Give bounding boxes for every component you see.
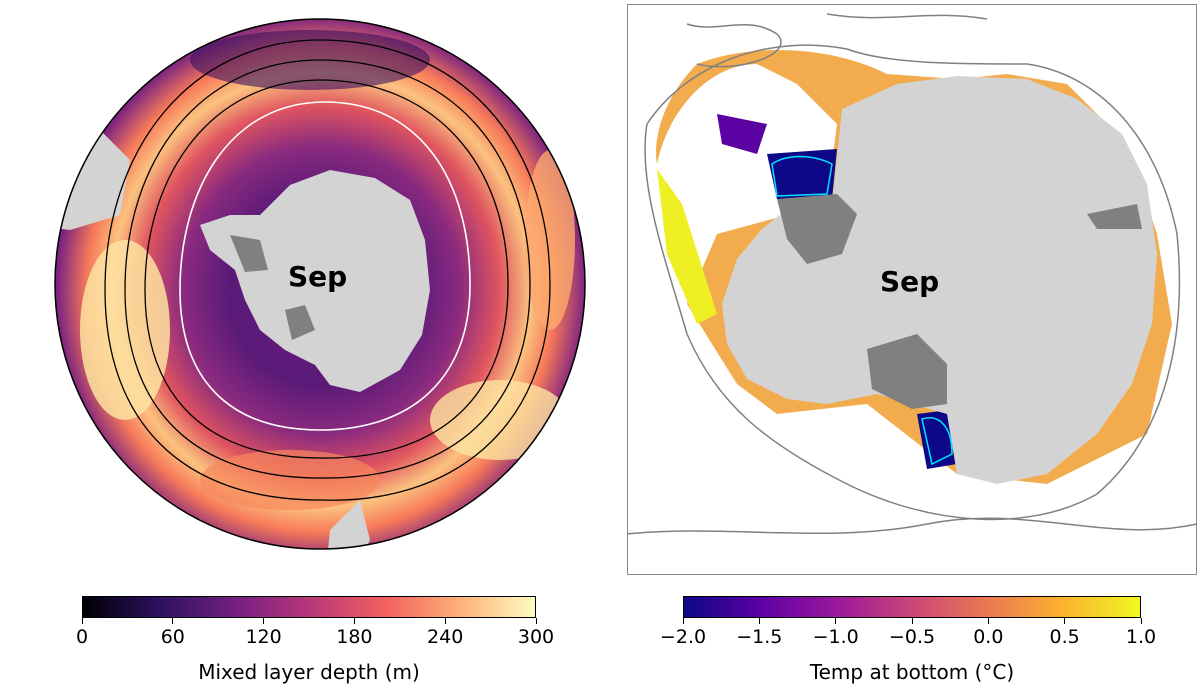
colorbar-tick <box>758 618 760 624</box>
colorbar-tick <box>987 618 989 624</box>
mld-colorbar <box>82 596 536 618</box>
isobath-contour <box>686 23 782 68</box>
colorbar-tick <box>835 618 837 624</box>
ice-shelf <box>867 334 947 409</box>
mixed-layer-depth-map <box>54 18 586 550</box>
ice-shelf <box>285 305 315 340</box>
mld-colorbar-title: Mixed layer depth (m) <box>198 660 420 684</box>
bottom-temp-colorbar <box>683 596 1141 618</box>
ice-shelf <box>777 194 857 264</box>
deep-mixed-layer-patch <box>200 450 380 510</box>
cold-bottom-water <box>917 409 957 469</box>
colorbar-tick-label: 60 <box>160 626 185 648</box>
colorbar-tick-label: 120 <box>245 626 282 648</box>
colorbar-tick-label: 180 <box>336 626 373 648</box>
colorbar-tick-label: −1.0 <box>812 626 859 648</box>
colorbar-tick-label: −2.0 <box>659 626 707 648</box>
colorbar-tick-label: −1.5 <box>736 626 783 648</box>
isobath-contour <box>627 517 1197 535</box>
freezing-point-contour <box>921 417 953 466</box>
antarctica-land <box>722 76 1157 484</box>
cold-bottom-water <box>717 114 767 154</box>
colorbar-tick-label: 0 <box>75 626 89 648</box>
sea-ice-edge-contour <box>179 101 471 431</box>
colorbar-tick <box>172 618 174 624</box>
month-label-right: Sep <box>880 265 940 298</box>
bottom-temp-colorbar-title: Temp at bottom (°C) <box>809 660 1015 684</box>
front-contour <box>104 39 551 501</box>
colorbar-tick <box>444 618 446 624</box>
colorbar-tick <box>1064 618 1066 624</box>
map-boundary <box>54 18 586 550</box>
freezing-point-contour <box>771 155 833 197</box>
colorbar-tick <box>263 618 265 624</box>
isobath-contour <box>644 44 1181 521</box>
deep-mixed-layer-patch <box>80 240 170 420</box>
colorbar-tick <box>353 618 355 624</box>
colorbar-tick <box>535 618 537 624</box>
colorbar-tick-label: 0.5 <box>1049 626 1080 648</box>
land-patch <box>55 130 130 230</box>
ice-shelf <box>1087 204 1142 229</box>
month-label-left: Sep <box>288 260 348 293</box>
colorbar-tick-label: 1.0 <box>1125 626 1157 648</box>
land-patch <box>325 500 370 549</box>
colorbar-tick-label: 300 <box>517 626 555 648</box>
isobath-contour <box>826 13 988 20</box>
bottom-temperature-map <box>627 4 1197 575</box>
colorbar-tick <box>81 618 83 624</box>
colorbar-tick <box>682 618 684 624</box>
cold-bottom-water <box>767 149 837 199</box>
front-contour <box>144 79 509 459</box>
colorbar-tick-label: −0.5 <box>888 626 936 648</box>
colorbar-tick-label: 240 <box>427 626 464 648</box>
ice-shelf <box>230 235 268 272</box>
colorbar-tick <box>911 618 913 624</box>
colorbar-tick-label: 0.0 <box>973 626 1004 648</box>
continental-shelf-warm <box>657 169 717 324</box>
colorbar-tick <box>1140 618 1142 624</box>
front-contour <box>124 59 531 479</box>
antarctica-land <box>200 170 430 392</box>
